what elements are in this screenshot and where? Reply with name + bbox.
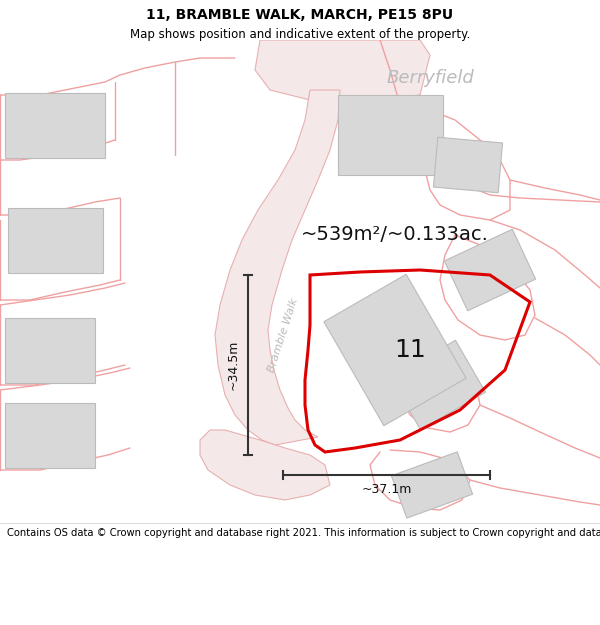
Polygon shape (391, 340, 485, 430)
Polygon shape (391, 452, 473, 518)
Polygon shape (5, 402, 95, 468)
Text: ~539m²/~0.133ac.: ~539m²/~0.133ac. (301, 226, 489, 244)
Polygon shape (433, 138, 503, 192)
Polygon shape (7, 208, 103, 272)
Text: ~34.5m: ~34.5m (227, 340, 240, 390)
Text: 11, BRAMBLE WALK, MARCH, PE15 8PU: 11, BRAMBLE WALK, MARCH, PE15 8PU (146, 8, 454, 22)
Text: ~37.1m: ~37.1m (361, 483, 412, 496)
Polygon shape (255, 40, 430, 105)
Polygon shape (445, 229, 536, 311)
Text: Map shows position and indicative extent of the property.: Map shows position and indicative extent… (130, 28, 470, 41)
Polygon shape (200, 430, 330, 500)
Polygon shape (5, 318, 95, 382)
Text: 11: 11 (394, 338, 426, 362)
Text: Bramble Walk: Bramble Walk (266, 297, 300, 373)
Polygon shape (215, 90, 340, 445)
Polygon shape (5, 92, 105, 158)
Text: Contains OS data © Crown copyright and database right 2021. This information is : Contains OS data © Crown copyright and d… (7, 528, 600, 538)
Text: Berryfield: Berryfield (386, 69, 474, 87)
Polygon shape (324, 274, 466, 426)
Polygon shape (337, 95, 443, 175)
